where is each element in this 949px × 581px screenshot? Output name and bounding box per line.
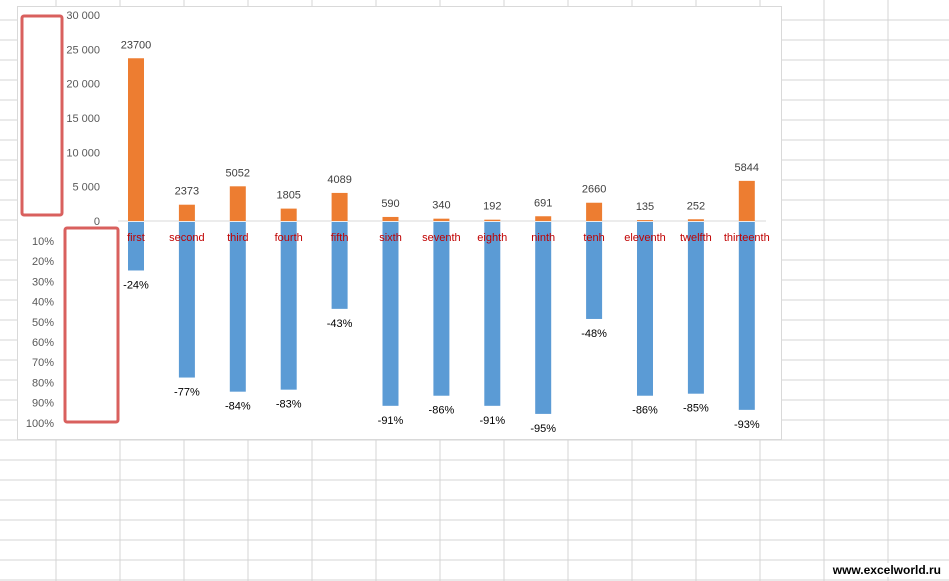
category-label: seventh	[422, 232, 461, 244]
bar-lower	[331, 222, 348, 309]
lower-axis-tick-label: 80%	[32, 377, 54, 389]
data-label-lower: -24%	[123, 279, 149, 291]
bar-upper	[586, 202, 603, 221]
upper-axis-tick-label: 5 000	[72, 182, 100, 194]
bar-lower	[280, 222, 297, 390]
bar-lower	[229, 222, 246, 392]
data-label-upper: 340	[432, 200, 450, 212]
data-label-lower: -86%	[632, 405, 658, 417]
bar-upper	[280, 208, 297, 221]
data-label-lower: -86%	[429, 405, 455, 417]
bar-lower	[128, 222, 144, 271]
data-label-upper: 135	[636, 201, 654, 213]
chart-area[interactable]: 0 5 000 10 000 15 000 20 000 25 000 30 000 10% 2…	[17, 6, 782, 440]
lower-axis-tick-label: 100%	[26, 418, 54, 430]
bar-upper	[535, 216, 552, 221]
category-label: tenh	[583, 232, 604, 244]
lower-axis-tick-label: 90%	[32, 398, 54, 410]
bar-lower	[738, 222, 755, 410]
bar-lower	[433, 222, 450, 396]
category-label: ninth	[531, 232, 555, 244]
data-label-upper: 5052	[226, 167, 250, 179]
lower-axis-tick-label: 10%	[32, 236, 54, 248]
upper-axis-tick-label: 25 000	[66, 44, 100, 56]
bar-lower	[382, 222, 399, 406]
data-label-lower: -85%	[683, 403, 709, 415]
bar-upper	[484, 219, 501, 221]
category-label: twelfth	[680, 232, 712, 244]
upper-axis-tick-label: 30 000	[66, 10, 100, 22]
data-label-lower: -91%	[479, 415, 505, 427]
upper-axis-tick-label: 15 000	[66, 113, 100, 125]
lower-axis-tick-label: 40%	[32, 297, 54, 309]
bar-lower	[178, 222, 195, 378]
data-label-upper: 4089	[327, 174, 351, 186]
data-label-lower: -84%	[225, 401, 251, 413]
lower-axis-tick-label: 30%	[32, 276, 54, 288]
bar-upper	[331, 192, 348, 221]
data-label-upper: 590	[381, 198, 399, 210]
bar-lower	[484, 222, 501, 406]
data-label-upper: 2660	[582, 184, 606, 196]
bar-lower	[535, 222, 552, 414]
data-label-lower: -93%	[734, 419, 760, 431]
bar-upper	[178, 204, 195, 221]
category-label: sixth	[379, 232, 402, 244]
bar-upper	[738, 180, 755, 221]
lower-axis-tick-label: 70%	[32, 357, 54, 369]
category-label: third	[227, 232, 248, 244]
bar-lower	[637, 222, 653, 396]
data-label-lower: -95%	[530, 423, 556, 435]
bar-upper	[637, 220, 653, 222]
upper-axis-tick-label: 10 000	[66, 147, 100, 159]
upper-axis-tick-label: 0	[94, 216, 100, 228]
category-label: eighth	[477, 232, 507, 244]
data-label-lower: -48%	[581, 328, 607, 340]
data-label-lower: -43%	[327, 318, 353, 330]
bar-upper	[382, 216, 399, 221]
data-label-upper: 2373	[175, 186, 199, 198]
data-label-lower: -83%	[276, 399, 302, 411]
data-label-upper: 1805	[276, 190, 300, 202]
watermark: www.excelworld.ru	[830, 563, 943, 577]
data-label-upper: 691	[534, 197, 552, 209]
upper-axis-tick-label: 20 000	[66, 79, 100, 91]
bar-upper	[433, 218, 450, 221]
category-label: eleventh	[624, 232, 666, 244]
bar-upper	[229, 186, 246, 221]
data-label-upper: 192	[483, 201, 501, 213]
bar-upper	[128, 58, 144, 222]
bar-lower	[586, 222, 603, 319]
category-label: fifth	[331, 232, 349, 244]
data-label-upper: 5844	[735, 162, 759, 174]
highlight-box-upper-axis	[20, 14, 64, 217]
data-label-lower: -91%	[378, 415, 404, 427]
data-label-lower: -77%	[174, 387, 200, 399]
bar-chart: 0 5 000 10 000 15 000 20 000 25 000 30 000 10% 2…	[20, 10, 770, 435]
data-label-upper: 252	[687, 200, 705, 212]
category-label: thirteenth	[724, 232, 770, 244]
data-label-upper: 23700	[121, 39, 152, 51]
category-label: second	[169, 232, 204, 244]
bar-upper	[687, 219, 704, 221]
category-label: fourth	[275, 232, 303, 244]
lower-axis-tick-label: 20%	[32, 256, 54, 268]
lower-axis-tick-label: 60%	[32, 337, 54, 349]
highlight-box-lower-axis	[63, 226, 120, 424]
category-label: first	[127, 232, 145, 244]
bar-lower	[687, 222, 704, 394]
lower-axis-tick-label: 50%	[32, 317, 54, 329]
